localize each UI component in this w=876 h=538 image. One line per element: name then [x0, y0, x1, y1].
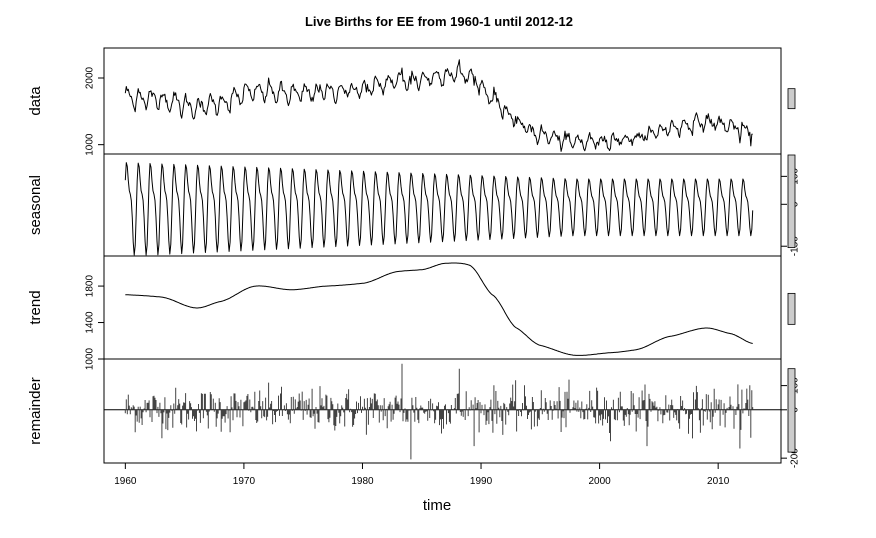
remainder-frame	[103, 358, 782, 464]
remainder-ytick-label: -200	[790, 448, 801, 468]
trend-series	[125, 262, 753, 356]
x-axis-label: time	[423, 497, 451, 514]
data-frame	[103, 47, 782, 155]
trend-ytick-label: 1800	[85, 275, 96, 298]
panel-trend: 1000 1400 1800 trend	[27, 255, 796, 370]
panel-seasonal: -1500100seasonal	[27, 153, 801, 257]
data-ytick-label: 1000	[85, 133, 96, 156]
seasonal-range-bar	[787, 154, 796, 249]
x-tick-label: 1980	[351, 476, 374, 487]
remainder-label: remainder	[27, 377, 44, 445]
trend-ytick-label: 1000	[85, 347, 96, 370]
data-label: data	[27, 86, 44, 116]
trend-range-bar	[787, 292, 796, 325]
remainder-series	[124, 363, 754, 460]
trend-label: trend	[27, 290, 44, 324]
x-tick-label: 1990	[470, 476, 493, 487]
x-axis: 1960 1970 1980 1990 2000 2010	[114, 463, 730, 487]
seasonal-series	[124, 162, 754, 256]
x-tick-label: 2010	[707, 476, 730, 487]
data-ytick-label: 2000	[85, 66, 96, 89]
remainder-range-bar	[787, 368, 796, 453]
x-tick-label: 1970	[233, 476, 256, 487]
trend-ytick-label: 1400	[85, 311, 96, 334]
x-tick-label: 2000	[588, 476, 611, 487]
panels-group: 10002000data-1500100seasonal100014001800…	[27, 47, 801, 468]
chart-title: Live Births for EE from 1960-1 until 201…	[305, 14, 573, 29]
x-tick-label: 1960	[114, 476, 137, 487]
seasonal-label: seasonal	[27, 175, 44, 235]
panel-data: 1000 2000 data	[27, 47, 796, 156]
panel-remainder: -2000100remainder	[27, 358, 801, 468]
data-range-bar	[787, 88, 796, 110]
trend-frame	[103, 255, 782, 360]
data-series	[124, 59, 753, 152]
